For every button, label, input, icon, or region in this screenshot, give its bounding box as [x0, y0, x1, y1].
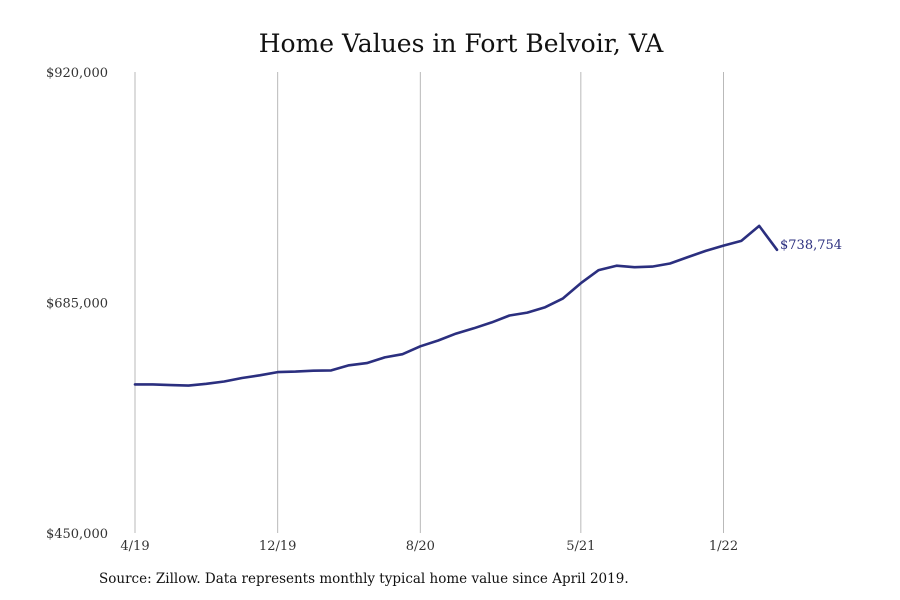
- end-value-label: $738,754: [780, 238, 842, 253]
- x-tick-label: 8/20: [406, 539, 435, 554]
- chart-title: Home Values in Fort Belvoir, VA: [259, 29, 664, 58]
- y-tick-label: $685,000: [46, 297, 108, 312]
- y-tick-label: $450,000: [46, 527, 108, 542]
- x-tick-label: 12/19: [259, 539, 296, 554]
- x-axis-ticks: 4/19 12/19 8/20 5/21 1/22: [120, 539, 738, 554]
- y-tick-label: $920,000: [46, 66, 108, 81]
- x-tick-label: 4/19: [120, 539, 149, 554]
- x-tick-label: 5/21: [566, 539, 595, 554]
- series-line-0: [133, 224, 779, 387]
- series-layer: $738,754: [133, 224, 842, 387]
- x-tick-label: 1/22: [709, 539, 738, 554]
- y-axis-ticks: $450,000 $685,000 $920,000: [46, 66, 108, 542]
- source-note: Source: Zillow. Data represents monthly …: [99, 571, 629, 587]
- gridlines: [134, 72, 724, 533]
